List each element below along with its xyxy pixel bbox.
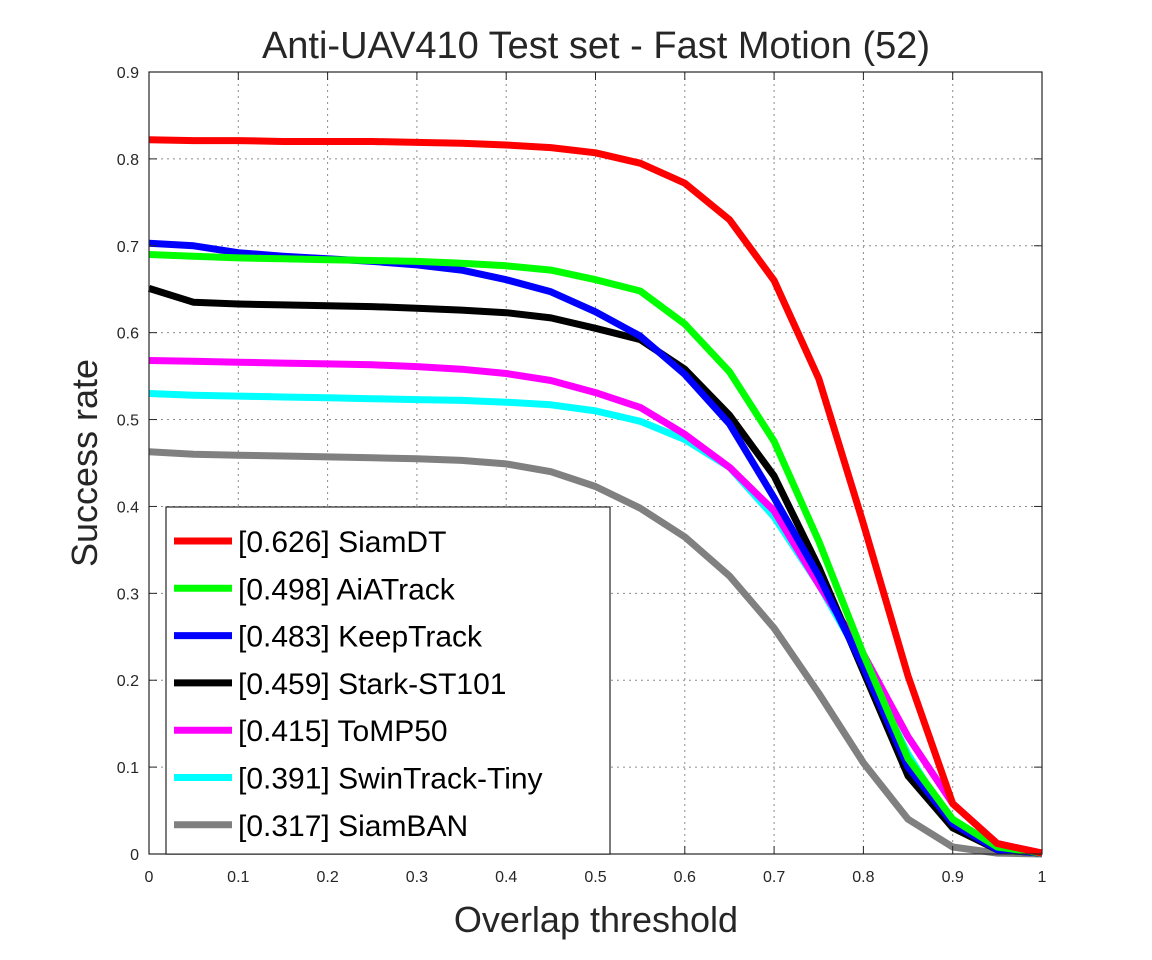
x-axis-label: Overlap threshold [454,899,738,940]
x-tick-label: 0.2 [316,869,338,886]
legend: [0.626] SiamDT [0.498] AiATrack [0.483] Ke… [165,506,611,855]
x-tick-label: 0.1 [227,869,249,886]
series-line-5 [148,357,1043,857]
legend-entry-label: [0.459] Stark-ST101 [238,668,506,701]
legend-entry-label: [0.391] SwinTrack-Tiny [238,763,543,796]
y-tick-label: 0.9 [117,65,139,82]
y-tick-label: 0 [130,847,139,864]
x-tick-label: 0.9 [942,869,964,886]
x-tick-label: 0.5 [584,869,606,886]
y-tick-label: 0.8 [117,152,139,169]
x-tick-label: 0.7 [763,869,785,886]
legend-box [165,506,611,855]
series-line-1 [148,136,1043,857]
y-tick-label: 0.4 [117,499,139,516]
y-tick-label: 0.5 [117,413,139,430]
legend-entry-label: [0.626] SiamDT [238,526,446,559]
x-tick-label: 0.3 [406,869,428,886]
y-axis-label: Success rate [64,359,105,567]
x-tick-label: 1 [1038,869,1047,886]
legend-entry-label: [0.317] SiamBAN [238,810,468,843]
x-tick-label: 0.6 [674,869,696,886]
x-tick-label: 0.8 [852,869,874,886]
series-lines [147,136,1043,858]
legend-entry-label: [0.415] ToMP50 [238,715,448,748]
chart-title: Anti-UAV410 Test set - Fast Motion (52) [262,25,930,67]
series-line-2 [148,251,1043,857]
x-tick-label: 0 [145,869,154,886]
x-axis-ticks: 0 0.1 0.2 0.3 0.4 0.5 0.6 0.7 0.8 0.9 1 [145,72,1047,886]
x-tick-label: 0.4 [495,869,517,886]
series-line-7 [148,448,1043,858]
y-axis-ticks: 0 0.1 0.2 0.3 0.4 0.5 0.6 0.7 0.8 0.9 [117,65,1042,864]
legend-entry-label: [0.483] KeepTrack [238,621,483,654]
y-tick-label: 0.7 [117,239,139,256]
legend-entry-label: [0.498] AiATrack [238,573,456,606]
y-tick-label: 0.1 [117,760,139,777]
y-tick-label: 0.2 [117,673,139,690]
y-tick-label: 0.6 [117,326,139,343]
y-tick-label: 0.3 [117,586,139,603]
